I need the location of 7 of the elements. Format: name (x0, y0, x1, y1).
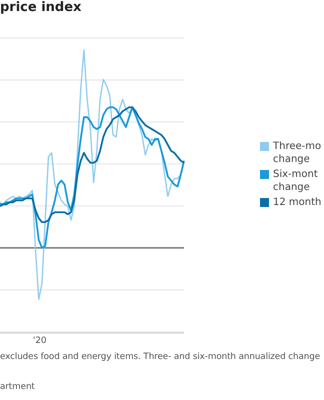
legend-label: 12 month (273, 196, 322, 208)
legend-label: Three-mo change (273, 140, 322, 166)
text: excludes food and energy items. Three- and six-month annualized change (0, 352, 320, 362)
legend-label: Six-mont change (273, 168, 319, 194)
chart-title: price index (0, 0, 82, 15)
text: '20 (33, 336, 46, 346)
text: artment (0, 382, 35, 392)
